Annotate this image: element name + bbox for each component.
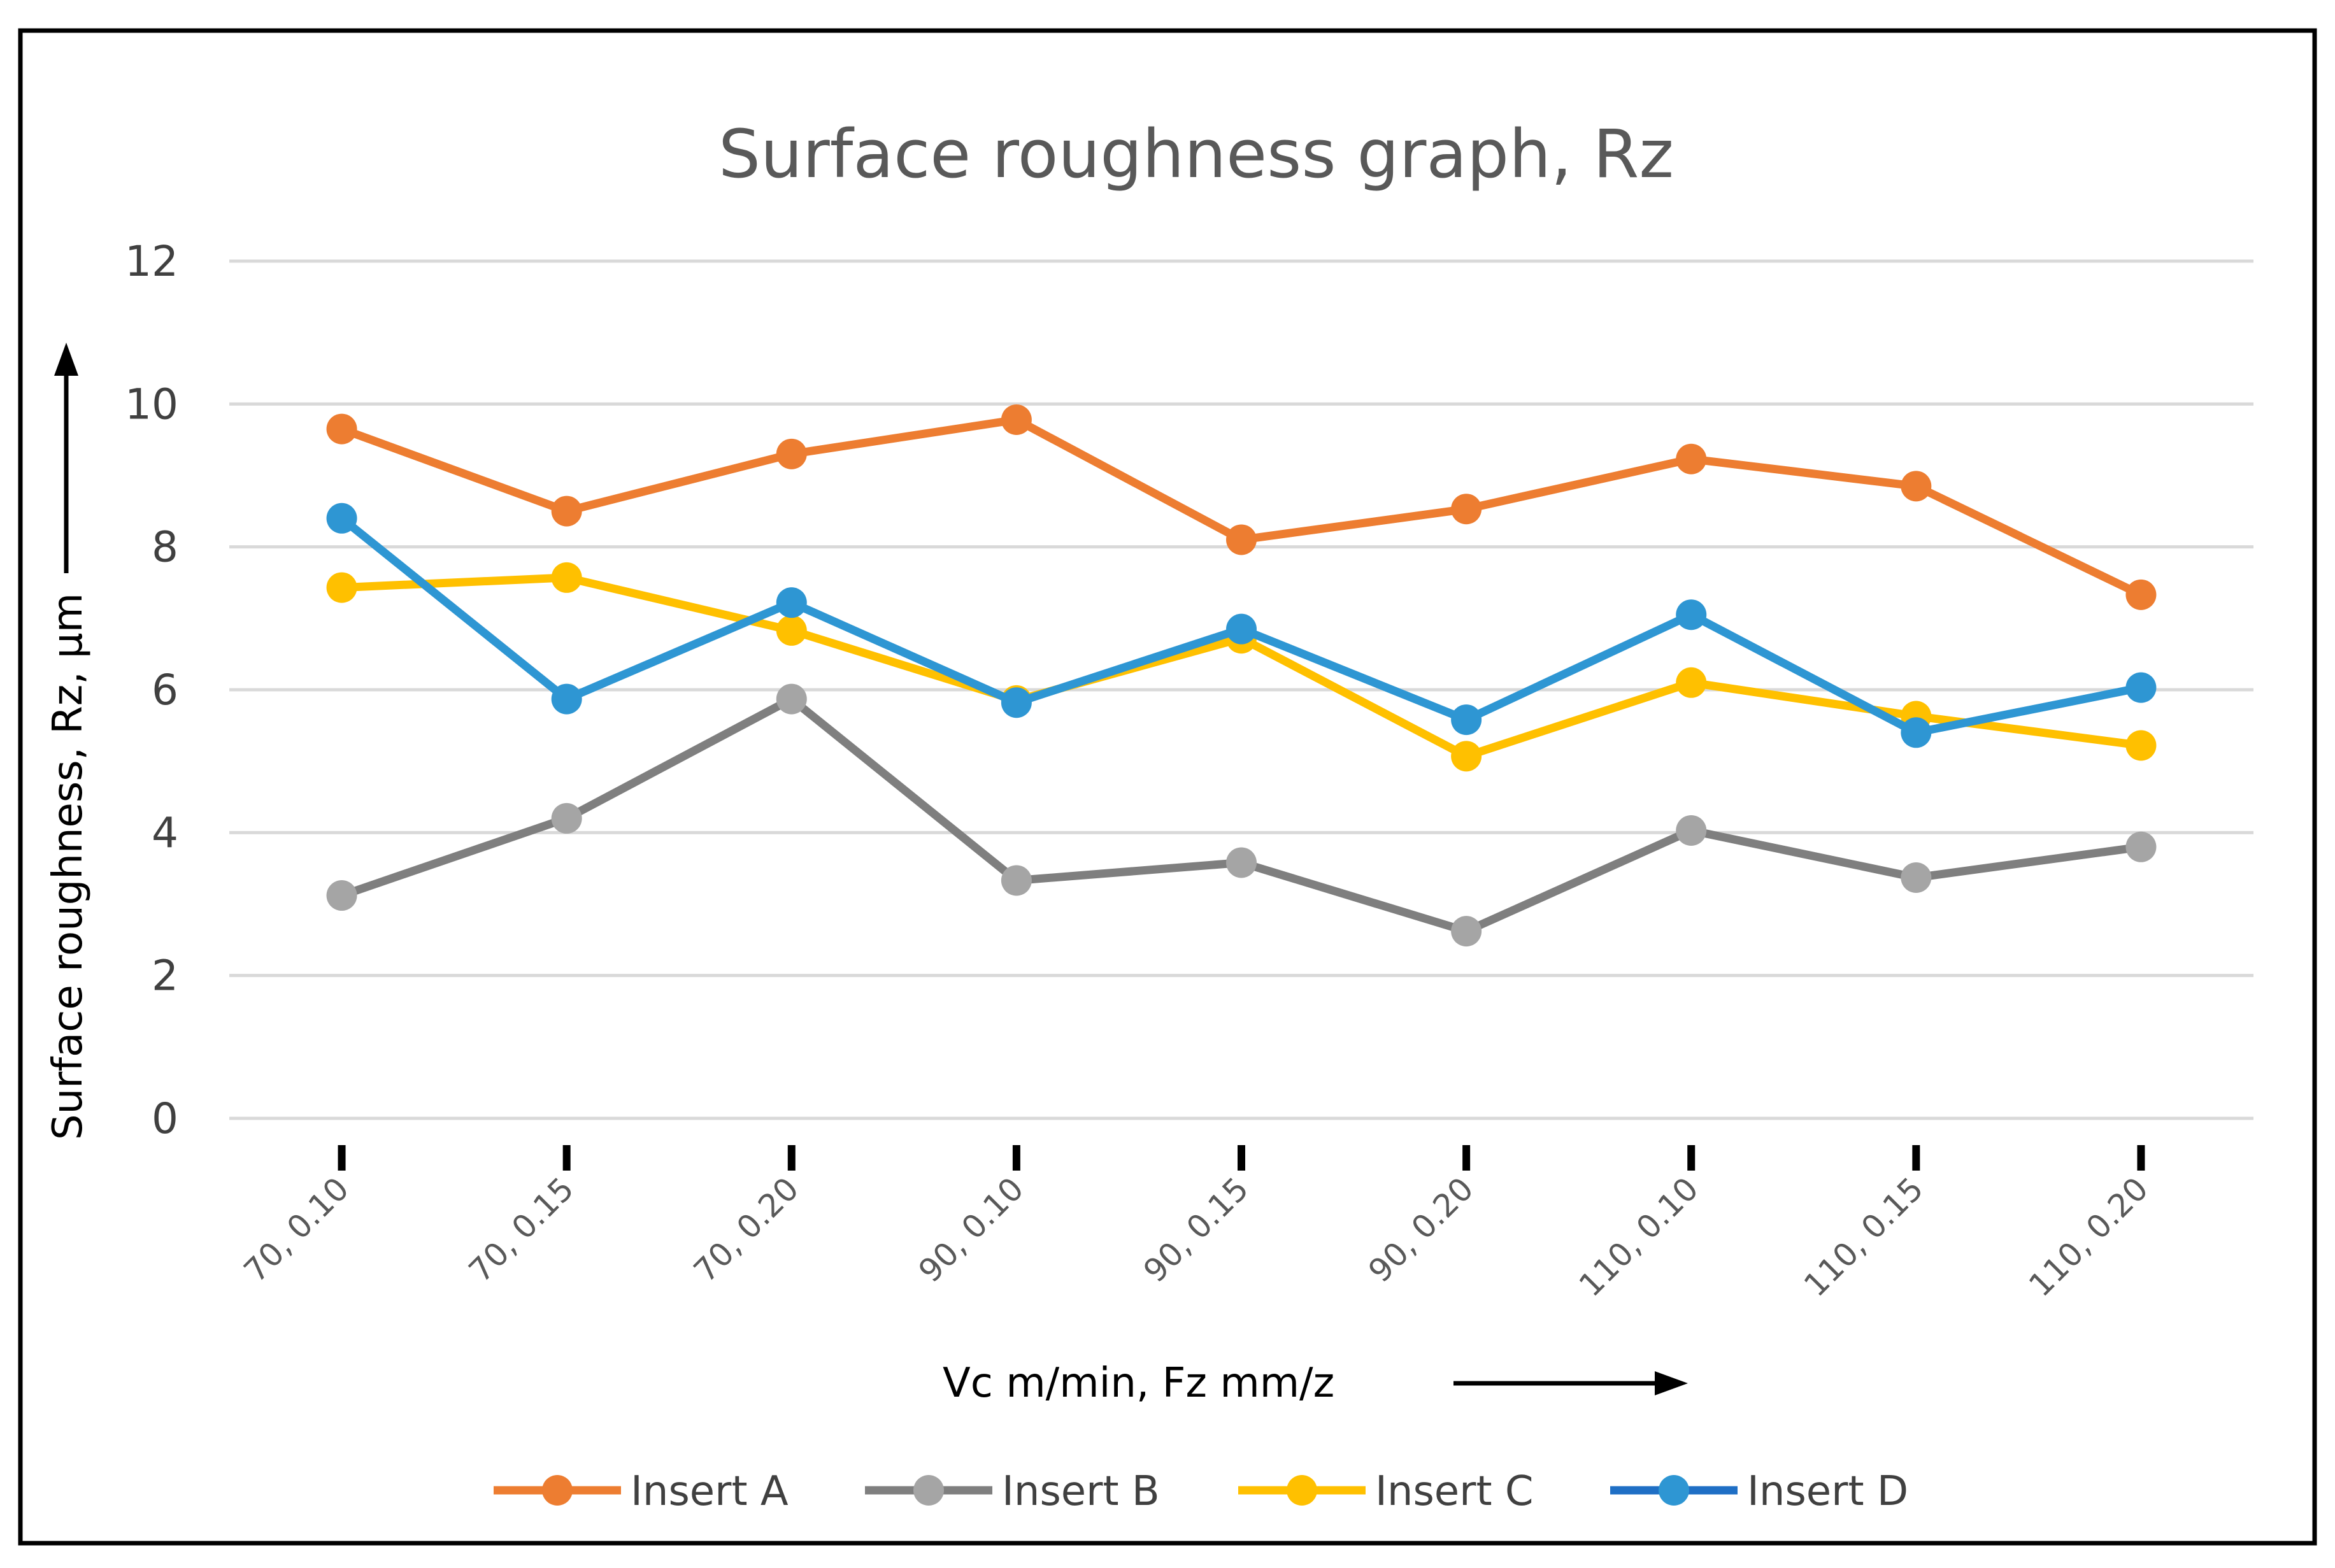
data-point bbox=[776, 683, 807, 715]
series-insert-d bbox=[326, 502, 2157, 748]
data-point bbox=[551, 495, 582, 527]
x-tick-mark bbox=[1462, 1145, 1471, 1171]
x-tick-mark bbox=[1238, 1145, 1245, 1171]
y-axis-title: Surface roughness, Rz, µm bbox=[45, 593, 92, 1140]
y-tick-label: 0 bbox=[152, 1094, 178, 1143]
data-point bbox=[2125, 831, 2157, 862]
legend-label: Insert A bbox=[631, 1468, 789, 1515]
legend-label: Insert D bbox=[1747, 1468, 1908, 1515]
data-point bbox=[551, 683, 582, 715]
data-point bbox=[1676, 599, 1707, 631]
legend-label: Insert B bbox=[1002, 1468, 1160, 1515]
data-point bbox=[326, 413, 357, 445]
legend: Insert A Insert B Insert C Insert D bbox=[494, 1468, 1908, 1515]
legend-label: Insert C bbox=[1375, 1468, 1534, 1515]
y-tick-label: 10 bbox=[125, 380, 178, 429]
data-point bbox=[2125, 730, 2157, 761]
x-axis-title: Vc m/min, Fz mm/z bbox=[943, 1360, 1334, 1407]
x-tick-mark bbox=[1012, 1145, 1020, 1171]
x-tick-mark bbox=[2137, 1145, 2145, 1171]
data-point bbox=[326, 880, 357, 911]
x-tick-mark bbox=[562, 1145, 571, 1171]
data-point bbox=[1676, 667, 1707, 698]
y-tick-label: 6 bbox=[152, 666, 178, 715]
data-series bbox=[326, 404, 2157, 947]
data-point bbox=[1226, 524, 1257, 555]
data-point bbox=[2125, 579, 2157, 610]
chart-title: Surface roughness graph, Rz bbox=[718, 115, 1674, 193]
legend-swatch-marker bbox=[542, 1475, 573, 1506]
data-point bbox=[776, 587, 807, 618]
legend-item: Insert D bbox=[1610, 1468, 1908, 1515]
data-point bbox=[776, 615, 807, 646]
series-insert-b bbox=[326, 683, 2157, 947]
y-tick-label: 8 bbox=[152, 523, 178, 572]
x-tick-mark bbox=[338, 1145, 346, 1171]
y-axis-ticks: 0 2 4 6 8 10 12 bbox=[125, 237, 178, 1143]
data-point bbox=[551, 802, 582, 834]
data-point bbox=[1001, 404, 1032, 436]
chart-border bbox=[18, 28, 2317, 1546]
data-point bbox=[326, 502, 357, 534]
legend-swatch-marker bbox=[1287, 1475, 1317, 1506]
data-point bbox=[1226, 613, 1257, 645]
legend-item: Insert C bbox=[1238, 1468, 1534, 1515]
data-point bbox=[1901, 717, 1932, 748]
data-point bbox=[1676, 815, 1707, 846]
data-point bbox=[776, 438, 807, 469]
legend-swatch-marker bbox=[1659, 1475, 1689, 1506]
data-point bbox=[326, 572, 357, 603]
data-point bbox=[1001, 865, 1032, 896]
x-tick-mark bbox=[787, 1145, 796, 1171]
x-axis-arrow-icon bbox=[1655, 1371, 1688, 1395]
legend-item: Insert A bbox=[494, 1468, 789, 1515]
y-tick-label: 4 bbox=[152, 808, 178, 857]
data-point bbox=[1676, 443, 1707, 474]
y-tick-label: 12 bbox=[125, 237, 178, 286]
y-tick-label: 2 bbox=[152, 951, 178, 1001]
data-point bbox=[1901, 862, 1932, 893]
y-axis-arrow-icon bbox=[54, 343, 78, 376]
data-point bbox=[1451, 494, 1482, 525]
legend-item: Insert B bbox=[865, 1468, 1160, 1515]
series-insert-a bbox=[326, 404, 2157, 610]
data-point bbox=[1451, 916, 1482, 947]
data-point bbox=[1901, 471, 1932, 502]
data-point bbox=[2125, 672, 2157, 703]
legend-swatch-marker bbox=[913, 1475, 944, 1506]
data-point bbox=[1451, 741, 1482, 772]
data-point bbox=[1226, 847, 1257, 878]
x-tick-mark bbox=[1912, 1145, 1920, 1171]
x-tick-mark bbox=[1687, 1145, 1696, 1171]
data-point bbox=[551, 562, 582, 593]
data-point bbox=[1001, 687, 1032, 718]
data-point bbox=[1451, 704, 1482, 736]
